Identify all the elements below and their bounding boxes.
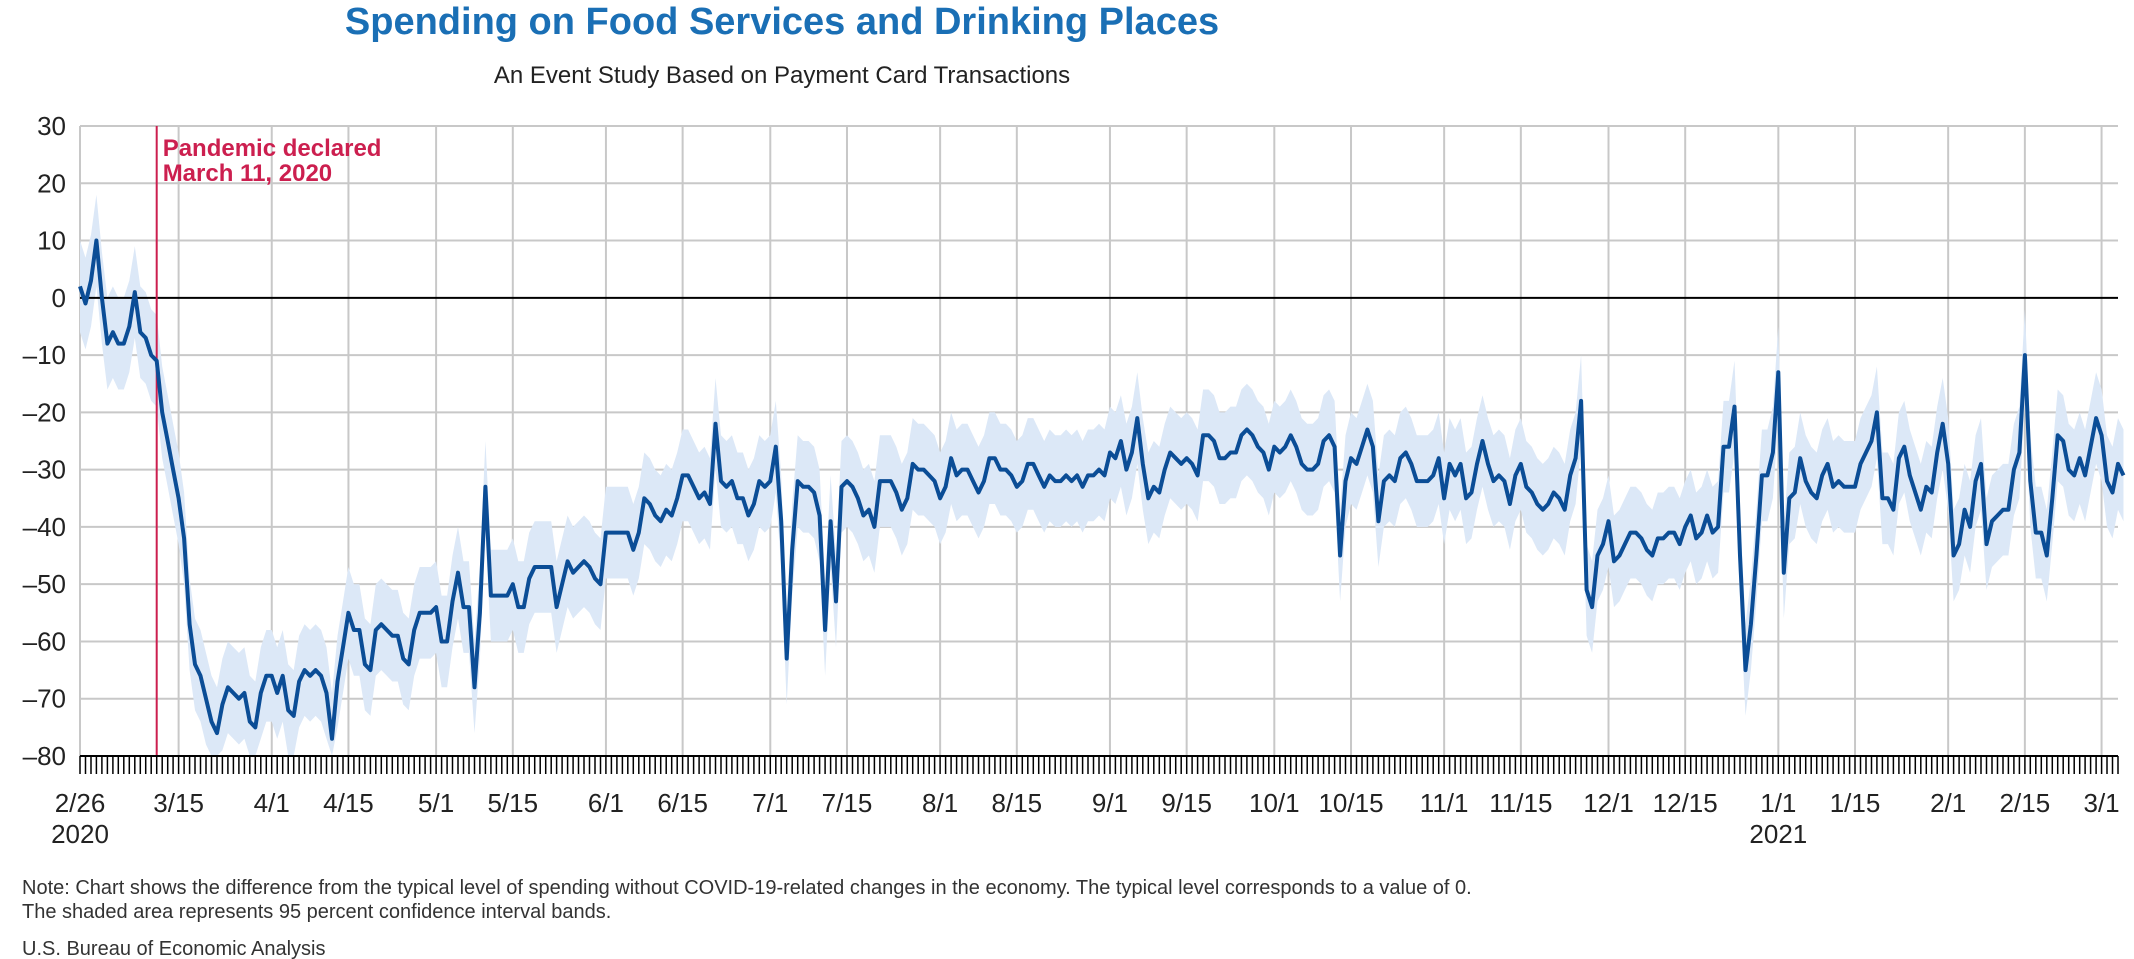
chart-title: Spending on Food Services and Drinking P… <box>345 1 1219 43</box>
y-tick-label: –50 <box>23 569 66 599</box>
x-tick-label: 10/1 <box>1249 788 1300 818</box>
y-tick-label: 10 <box>37 226 66 256</box>
x-axis-day-ticks <box>79 756 2119 774</box>
pandemic-declared-label: Pandemic declared <box>163 135 382 162</box>
y-tick-label: –70 <box>23 684 66 714</box>
footnote-line-1: Note: Chart shows the difference from th… <box>22 877 1472 899</box>
event-annotation-layer: Pandemic declared March 11, 2020 <box>155 126 382 756</box>
x-tick-label: 12/1 <box>1583 788 1634 818</box>
y-axis: 30 20 10 0 –10 –20 –30 –40 –50 –60 –70 –80 <box>23 111 66 771</box>
y-tick-label: –40 <box>23 512 66 542</box>
x-tick-label: 8/1 <box>922 788 958 818</box>
x-tick-label: 9/15 <box>1161 788 1212 818</box>
x-tick-label: 9/1 <box>1092 788 1128 818</box>
y-tick-label: –10 <box>23 340 66 370</box>
x-tick-label: 7/1 <box>752 788 788 818</box>
x-tick-label: 11/1 <box>1420 788 1469 818</box>
y-tick-label: 30 <box>37 111 66 141</box>
x-tick-label: 2/26 <box>55 788 106 818</box>
x-tick-label: 8/15 <box>992 788 1043 818</box>
x-tick-label: 2/1 <box>1930 788 1966 818</box>
y-tick-label: 0 <box>52 283 66 313</box>
x-tick-label: 4/15 <box>323 788 374 818</box>
y-tick-label: –20 <box>23 397 66 427</box>
x-tick-label: 3/1 <box>2083 788 2119 818</box>
x-tick-label: 7/15 <box>822 788 873 818</box>
x-tick-label: 12/15 <box>1653 788 1718 818</box>
x-year-label: 2020 <box>51 819 109 849</box>
y-tick-label: –80 <box>23 741 66 771</box>
x-tick-label: 10/15 <box>1318 788 1383 818</box>
chart-subtitle: An Event Study Based on Payment Card Tra… <box>494 62 1070 89</box>
spending-series-line <box>78 238 2126 741</box>
x-year-label: 2021 <box>1749 819 1807 849</box>
x-tick-label: 1/1 <box>1760 788 1796 818</box>
x-tick-label: 11/15 <box>1489 788 1552 818</box>
x-tick-label: 6/15 <box>657 788 708 818</box>
x-axis <box>79 755 2119 774</box>
y-tick-label: –60 <box>23 626 66 656</box>
x-tick-label: 1/15 <box>1830 788 1881 818</box>
x-tick-label: 6/1 <box>588 788 624 818</box>
footnote-line-2: The shaded area represents 95 percent co… <box>22 901 611 923</box>
y-tick-label: 20 <box>37 168 66 198</box>
x-tick-label: 3/15 <box>153 788 204 818</box>
series-line-layer <box>78 238 2126 741</box>
x-tick-label: 4/1 <box>254 788 290 818</box>
x-tick-label: 5/15 <box>487 788 538 818</box>
pandemic-declared-date: March 11, 2020 <box>163 160 332 187</box>
source-note: U.S. Bureau of Economic Analysis <box>22 938 325 959</box>
x-tick-label: 2/15 <box>2000 788 2051 818</box>
x-tick-label: 5/1 <box>418 788 454 818</box>
y-tick-label: –30 <box>23 455 66 485</box>
